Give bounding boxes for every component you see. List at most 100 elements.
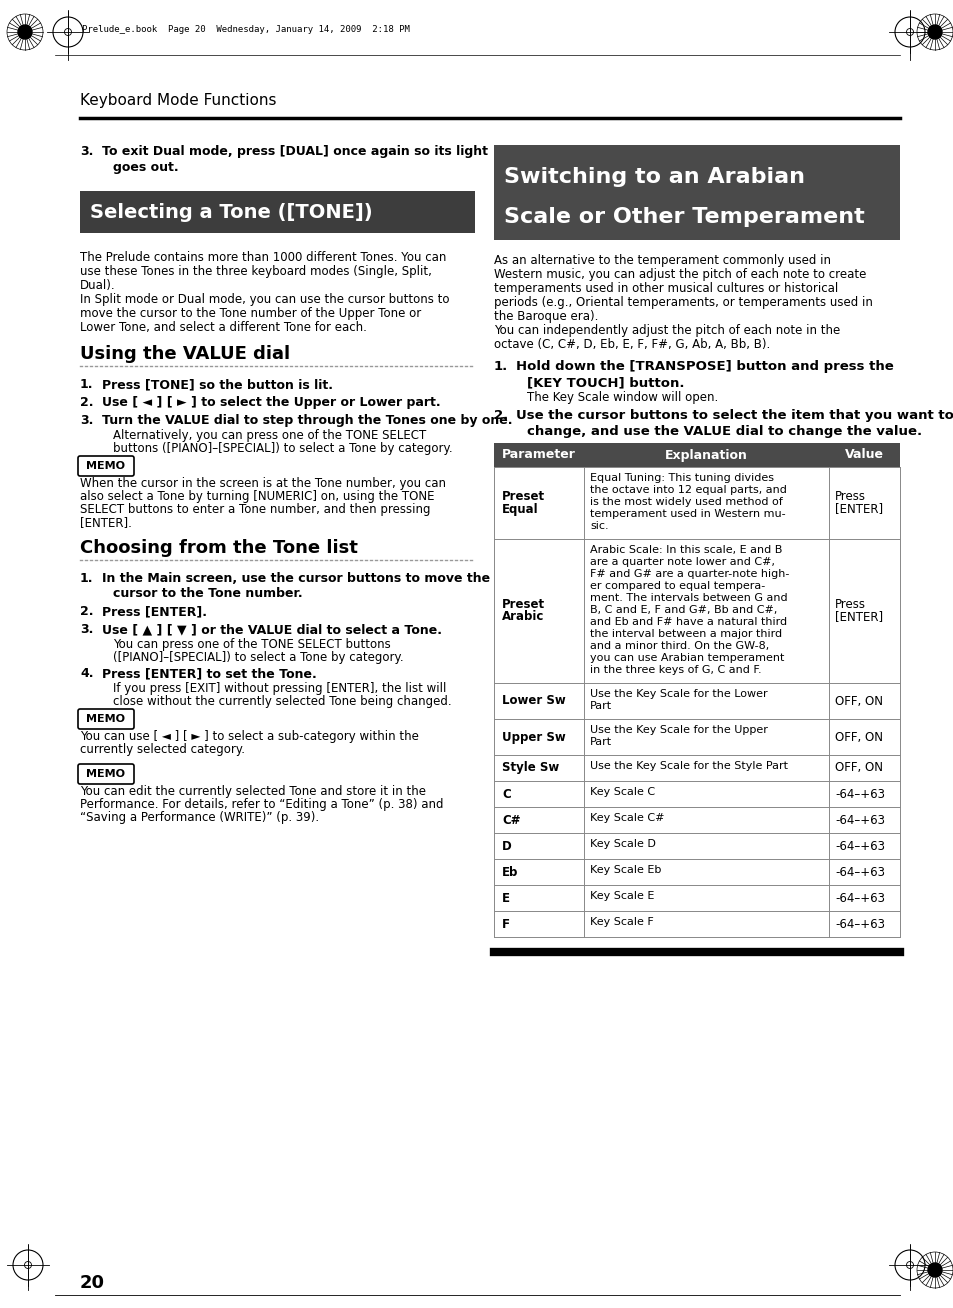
Text: Selecting a Tone ([TONE]): Selecting a Tone ([TONE]) [90,203,373,221]
Text: the Baroque era).: the Baroque era). [494,310,598,323]
Text: octave (C, C#, D, Eb, E, F, F#, G, Ab, A, Bb, B).: octave (C, C#, D, Eb, E, F, F#, G, Ab, A… [494,337,769,351]
Text: periods (e.g., Oriental temperaments, or temperaments used in: periods (e.g., Oriental temperaments, or… [494,296,872,309]
Text: You can use [ ◄ ] [ ► ] to select a sub-category within the: You can use [ ◄ ] [ ► ] to select a sub-… [80,730,418,743]
Text: -64–+63: -64–+63 [834,917,884,930]
FancyBboxPatch shape [494,683,899,719]
Text: E: E [501,892,510,905]
Text: 3.: 3. [80,623,93,636]
FancyBboxPatch shape [78,764,133,783]
Text: Explanation: Explanation [664,449,747,462]
Text: Alternatively, you can press one of the TONE SELECT: Alternatively, you can press one of the … [112,429,426,442]
Text: SELECT buttons to enter a Tone number, and then pressing: SELECT buttons to enter a Tone number, a… [80,504,430,515]
Text: Preset: Preset [501,599,544,612]
Text: ment. The intervals between G and: ment. The intervals between G and [589,593,787,603]
Text: Value: Value [844,449,883,462]
Text: Upper Sw: Upper Sw [501,730,565,743]
Text: and Eb and F# have a natural third: and Eb and F# have a natural third [589,617,786,627]
FancyBboxPatch shape [78,456,133,476]
Text: are a quarter note lower and C#,: are a quarter note lower and C#, [589,557,774,566]
Text: Key Scale Eb: Key Scale Eb [589,865,660,875]
Text: 4.: 4. [80,667,93,680]
Text: To exit Dual mode, press [DUAL] once again so its light: To exit Dual mode, press [DUAL] once aga… [102,145,488,158]
Text: Key Scale C#: Key Scale C# [589,814,664,823]
FancyBboxPatch shape [494,886,899,910]
Text: 3.: 3. [80,145,93,158]
Text: you can use Arabian temperament: you can use Arabian temperament [589,653,783,663]
Text: “Saving a Performance (WRITE)” (p. 39).: “Saving a Performance (WRITE)” (p. 39). [80,811,319,824]
Text: F# and G# are a quarter-note high-: F# and G# are a quarter-note high- [589,569,788,579]
Text: 2.: 2. [80,396,93,409]
Text: Press [ENTER].: Press [ENTER]. [102,606,207,617]
Text: Key Scale C: Key Scale C [589,787,655,797]
Text: 1.: 1. [80,572,93,585]
Text: goes out.: goes out. [112,161,178,174]
Text: Equal Tuning: This tuning divides: Equal Tuning: This tuning divides [589,473,773,483]
Text: OFF, ON: OFF, ON [834,730,882,743]
Text: In the Main screen, use the cursor buttons to move the: In the Main screen, use the cursor butto… [102,572,490,585]
Text: the octave into 12 equal parts, and: the octave into 12 equal parts, and [589,485,786,494]
Text: Equal: Equal [501,502,538,515]
Text: Arabic: Arabic [501,611,544,624]
FancyBboxPatch shape [494,755,899,781]
Text: Key Scale D: Key Scale D [589,838,655,849]
Text: Part: Part [589,701,612,712]
Text: 20: 20 [80,1274,105,1292]
Text: and a minor third. On the GW-8,: and a minor third. On the GW-8, [589,641,768,651]
Text: As an alternative to the temperament commonly used in: As an alternative to the temperament com… [494,254,830,267]
Text: [KEY TOUCH] button.: [KEY TOUCH] button. [526,375,684,388]
Text: Lower Sw: Lower Sw [501,695,565,708]
Text: Use the cursor buttons to select the item that you want to: Use the cursor buttons to select the ite… [516,409,953,422]
Text: temperament used in Western mu-: temperament used in Western mu- [589,509,785,519]
Text: [ENTER].: [ENTER]. [80,515,132,528]
Text: Western music, you can adjust the pitch of each note to create: Western music, you can adjust the pitch … [494,268,865,281]
Text: Lower Tone, and select a different Tone for each.: Lower Tone, and select a different Tone … [80,320,367,334]
Text: Hold down the [TRANSPOSE] button and press the: Hold down the [TRANSPOSE] button and pre… [516,360,893,373]
Text: move the cursor to the Tone number of the Upper Tone or: move the cursor to the Tone number of th… [80,307,421,320]
Text: use these Tones in the three keyboard modes (Single, Split,: use these Tones in the three keyboard mo… [80,266,432,279]
Text: Key Scale E: Key Scale E [589,891,654,901]
Text: MEMO: MEMO [87,769,126,780]
Text: In Split mode or Dual mode, you can use the cursor buttons to: In Split mode or Dual mode, you can use … [80,293,449,306]
Circle shape [927,25,941,39]
Text: Turn the VALUE dial to step through the Tones one by one.: Turn the VALUE dial to step through the … [102,415,512,426]
Text: also select a Tone by turning [NUMERIC] on, using the TONE: also select a Tone by turning [NUMERIC] … [80,490,434,504]
FancyBboxPatch shape [494,443,899,467]
Text: If you press [EXIT] without pressing [ENTER], the list will: If you press [EXIT] without pressing [EN… [112,681,446,695]
Text: currently selected category.: currently selected category. [80,743,245,756]
Text: Parameter: Parameter [501,449,576,462]
FancyBboxPatch shape [494,719,899,755]
Circle shape [18,25,32,39]
FancyBboxPatch shape [78,709,133,729]
FancyBboxPatch shape [494,539,899,683]
Text: Use the Key Scale for the Upper: Use the Key Scale for the Upper [589,725,767,735]
Text: -64–+63: -64–+63 [834,787,884,800]
Text: Performance. For details, refer to “Editing a Tone” (p. 38) and: Performance. For details, refer to “Edit… [80,798,443,811]
FancyBboxPatch shape [494,833,899,859]
Text: Keyboard Mode Functions: Keyboard Mode Functions [80,93,276,107]
Text: You can independently adjust the pitch of each note in the: You can independently adjust the pitch o… [494,324,840,337]
Text: Switching to an Arabian: Switching to an Arabian [503,167,804,187]
Text: F: F [501,917,510,930]
Text: The Prelude contains more than 1000 different Tones. You can: The Prelude contains more than 1000 diff… [80,251,446,264]
Text: 2.: 2. [80,606,93,617]
Text: OFF, ON: OFF, ON [834,695,882,708]
Text: Style Sw: Style Sw [501,761,558,774]
Text: [ENTER]: [ENTER] [834,611,882,624]
Text: Use [ ▲ ] [ ▼ ] or the VALUE dial to select a Tone.: Use [ ▲ ] [ ▼ ] or the VALUE dial to sel… [102,623,441,636]
Text: The Key Scale window will open.: The Key Scale window will open. [526,391,718,404]
Text: close without the currently selected Tone being changed.: close without the currently selected Ton… [112,695,451,708]
Text: 1.: 1. [494,360,508,373]
Text: C#: C# [501,814,520,827]
Text: 2.: 2. [494,409,508,422]
Text: in the three keys of G, C and F.: in the three keys of G, C and F. [589,664,760,675]
Text: temperaments used in other musical cultures or historical: temperaments used in other musical cultu… [494,283,838,296]
Text: -64–+63: -64–+63 [834,866,884,879]
Text: Press: Press [834,490,865,504]
Text: er compared to equal tempera-: er compared to equal tempera- [589,581,764,591]
Text: Dual).: Dual). [80,279,115,292]
FancyBboxPatch shape [494,467,899,539]
Text: 1.: 1. [80,378,93,391]
Text: OFF, ON: OFF, ON [834,761,882,774]
FancyBboxPatch shape [494,807,899,833]
Text: Use [ ◄ ] [ ► ] to select the Upper or Lower part.: Use [ ◄ ] [ ► ] to select the Upper or L… [102,396,440,409]
